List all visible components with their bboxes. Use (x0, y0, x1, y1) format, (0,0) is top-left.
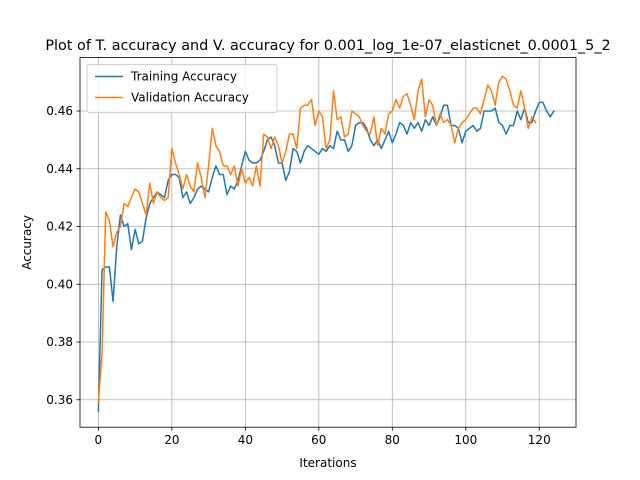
y-axis-label: Accuracy (20, 215, 34, 270)
legend-box (86, 64, 278, 114)
x-tick-label: 80 (385, 433, 400, 447)
x-tick-label: 20 (164, 433, 179, 447)
grid-lines (80, 57, 576, 428)
series-line-validation (97, 75, 537, 404)
data-series (97, 75, 555, 413)
y-tick-label: 0.44 (46, 162, 73, 176)
x-axis-label: Iterations (299, 456, 356, 470)
plot-area-frame (79, 57, 577, 428)
axis-ticks: 0 20 40 60 80 100 120 0.36 0.38 0.40 0.42 0.44 0.46 (46, 104, 550, 447)
x-tick-label: 40 (238, 433, 253, 447)
legend: Training Accuracy Validation Accuracy (86, 64, 278, 114)
y-tick-label: 0.46 (46, 104, 73, 118)
y-tick-label: 0.42 (46, 220, 73, 234)
y-tick-label: 0.36 (46, 393, 73, 407)
legend-label-training: Training Accuracy (130, 70, 237, 84)
x-tick-label: 120 (528, 433, 551, 447)
y-tick-label: 0.40 (46, 277, 73, 291)
y-tick-label: 0.38 (46, 335, 73, 349)
x-tick-label: 100 (454, 433, 477, 447)
legend-label-validation: Validation Accuracy (131, 91, 249, 105)
x-tick-label: 60 (311, 433, 326, 447)
chart-title: Plot of T. accuracy and V. accuracy for … (45, 38, 610, 54)
series-line-training (97, 101, 555, 413)
x-tick-label: 0 (95, 433, 103, 447)
